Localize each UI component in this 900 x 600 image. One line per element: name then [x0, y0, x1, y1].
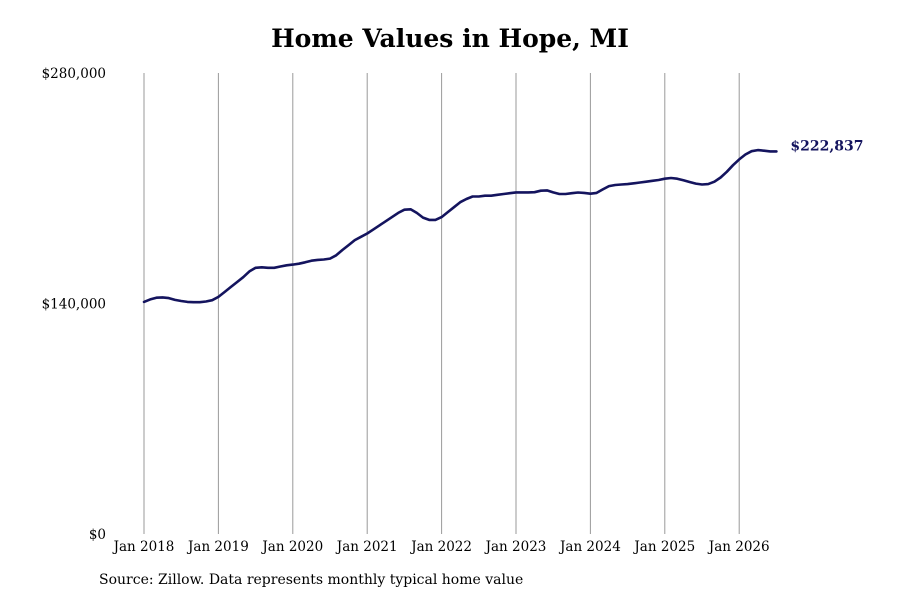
x-tick-label: Jan 2023 — [484, 539, 547, 555]
x-tick-label: Jan 2026 — [707, 539, 770, 555]
gridlines — [143, 73, 740, 534]
y-tick-label: $140,000 — [42, 297, 106, 313]
home-value-line — [142, 148, 778, 304]
latest-value-label: $222,837 — [790, 138, 863, 154]
y-tick-label: $280,000 — [42, 66, 106, 82]
source-note: Source: Zillow. Data represents monthly … — [99, 572, 524, 588]
x-tick-label: Jan 2025 — [632, 539, 695, 555]
y-tick-label: $0 — [89, 527, 106, 543]
x-tick-label: Jan 2021 — [335, 539, 398, 555]
x-tick-label: Jan 2020 — [260, 539, 323, 555]
x-tick-label: Jan 2019 — [186, 539, 249, 555]
x-axis: Jan 2018 Jan 2019 Jan 2020 Jan 2021 Jan 2022… — [112, 539, 770, 555]
y-axis: $0 $140,000 $280,000 — [42, 66, 106, 543]
x-tick-label: Jan 2018 — [112, 539, 175, 555]
x-tick-label: Jan 2024 — [558, 539, 621, 555]
x-tick-label: Jan 2022 — [409, 539, 472, 555]
chart-title: Home Values in Hope, MI — [271, 24, 629, 53]
